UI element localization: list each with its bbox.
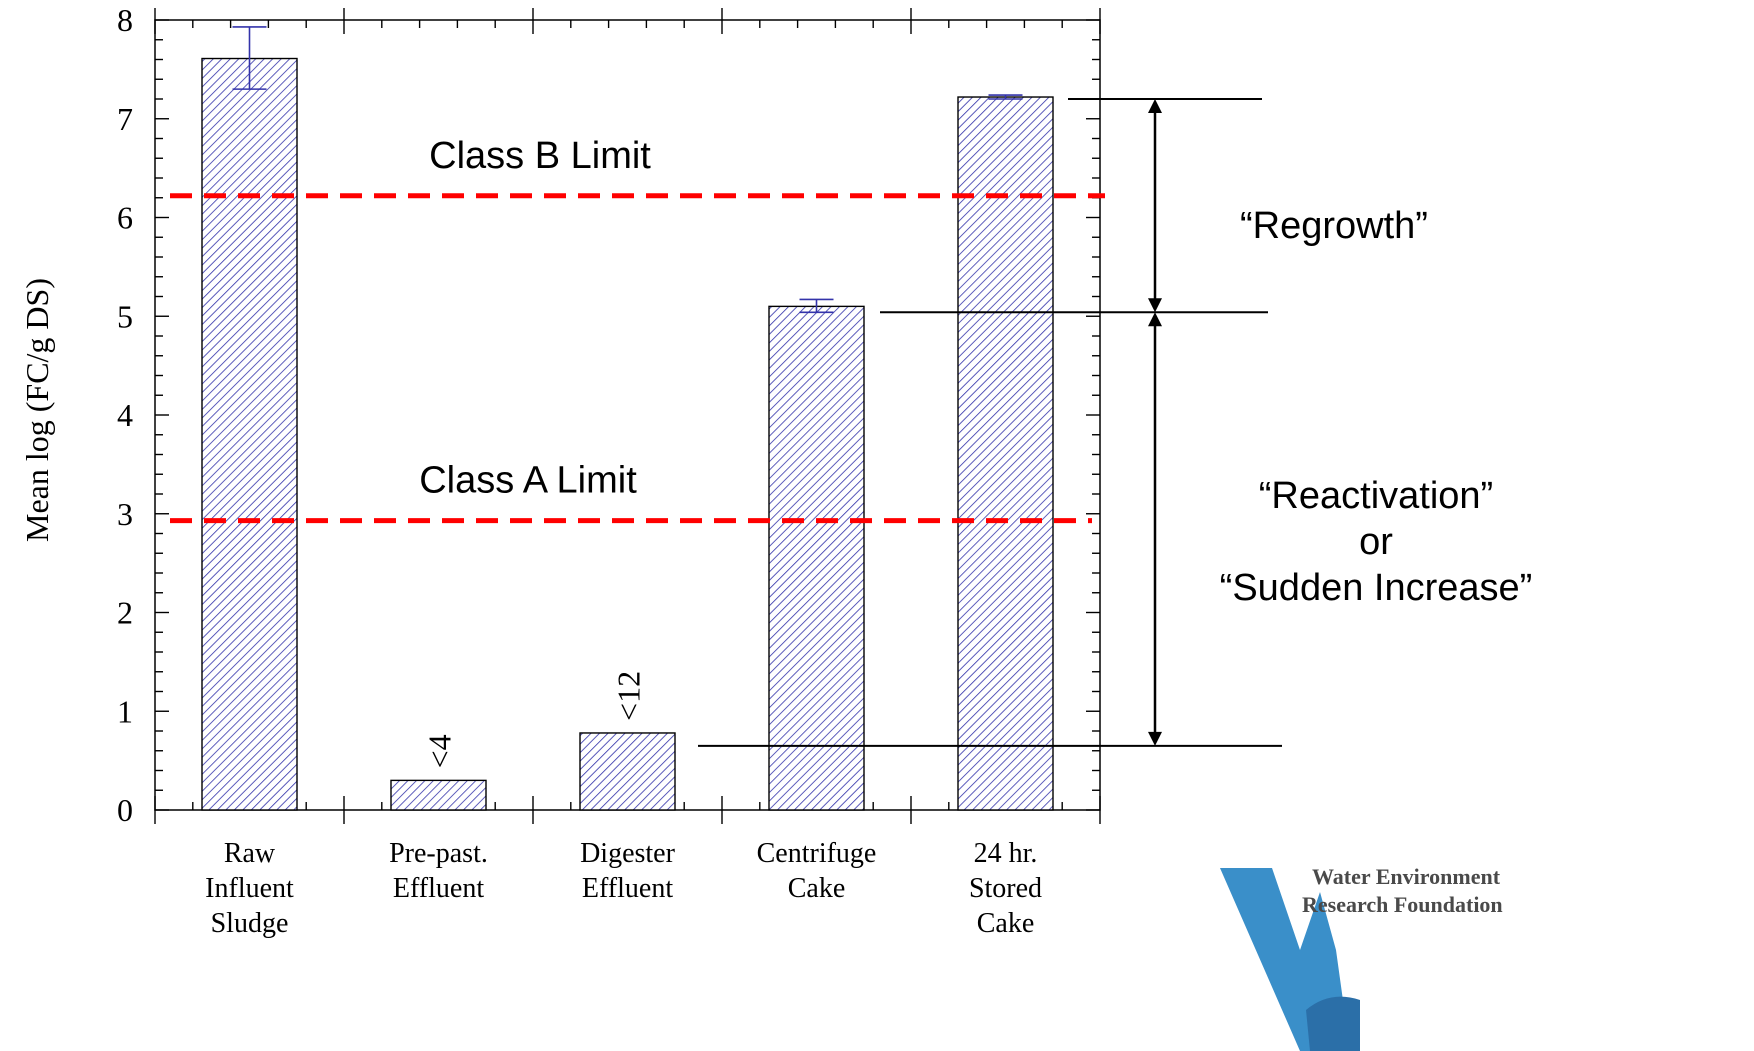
arrow-up-icon bbox=[1148, 99, 1162, 113]
arrow-down-icon bbox=[1148, 731, 1162, 746]
reference-line-label: Class A Limit bbox=[419, 460, 637, 502]
bar-value-label: <12 bbox=[611, 671, 647, 721]
annotation-text: “Regrowth” bbox=[1240, 205, 1428, 247]
y-tick-label: 5 bbox=[117, 298, 133, 334]
y-tick-label: 2 bbox=[117, 595, 133, 631]
x-category-label: Pre-past. Effluent bbox=[389, 838, 488, 904]
bar bbox=[957, 96, 1054, 811]
plot-area bbox=[154, 19, 1101, 811]
y-tick-label: 4 bbox=[117, 397, 133, 433]
bar bbox=[768, 305, 865, 811]
y-axis-label: Mean log (FC/g DS) bbox=[19, 278, 55, 542]
arrow-up-icon bbox=[1148, 312, 1162, 327]
bar bbox=[201, 57, 298, 811]
logo-line-2: Research Foundation bbox=[1302, 892, 1503, 917]
x-category-label: Digester Effluent bbox=[580, 838, 676, 904]
y-tick-label: 0 bbox=[117, 792, 133, 828]
bar bbox=[579, 732, 676, 811]
arrow-down-icon bbox=[1148, 298, 1162, 313]
bars: <4 <12 bbox=[201, 57, 1054, 811]
x-category-label: Centrifuge Cake bbox=[757, 838, 877, 904]
reference-line-label: Class B Limit bbox=[429, 135, 651, 177]
y-tick-label: 7 bbox=[117, 101, 133, 137]
logo-line-1: Water Environment bbox=[1312, 864, 1501, 889]
y-tick-labels: 0 1 2 3 4 5 6 7 8 bbox=[117, 2, 133, 828]
error-bars bbox=[232, 26, 1023, 314]
annotation-text: “Reactivation” or “Sudden Increase” bbox=[1220, 475, 1533, 609]
y-tick-label: 3 bbox=[117, 496, 133, 532]
x-tick-labels: Raw Influent Sludge Pre-past. Effluent Digest… bbox=[205, 838, 1042, 939]
bar-value-label: <4 bbox=[422, 734, 458, 768]
y-tick-label: 6 bbox=[117, 200, 133, 236]
y-tick-label: 8 bbox=[117, 2, 133, 38]
x-category-label: Raw Influent Sludge bbox=[205, 838, 294, 939]
x-category-label: 24 hr. Stored Cake bbox=[969, 838, 1042, 939]
y-tick-label: 1 bbox=[117, 693, 133, 729]
annotations: “Regrowth” “Reactivation” or “Sudden Increa… bbox=[698, 98, 1533, 747]
wave-logo-accent bbox=[1306, 996, 1360, 1051]
bar bbox=[390, 779, 487, 811]
wrf-logo: Water Environment Research Foundation bbox=[1220, 864, 1503, 1051]
reference-lines: Class B Limit Class A Limit bbox=[170, 135, 1105, 524]
